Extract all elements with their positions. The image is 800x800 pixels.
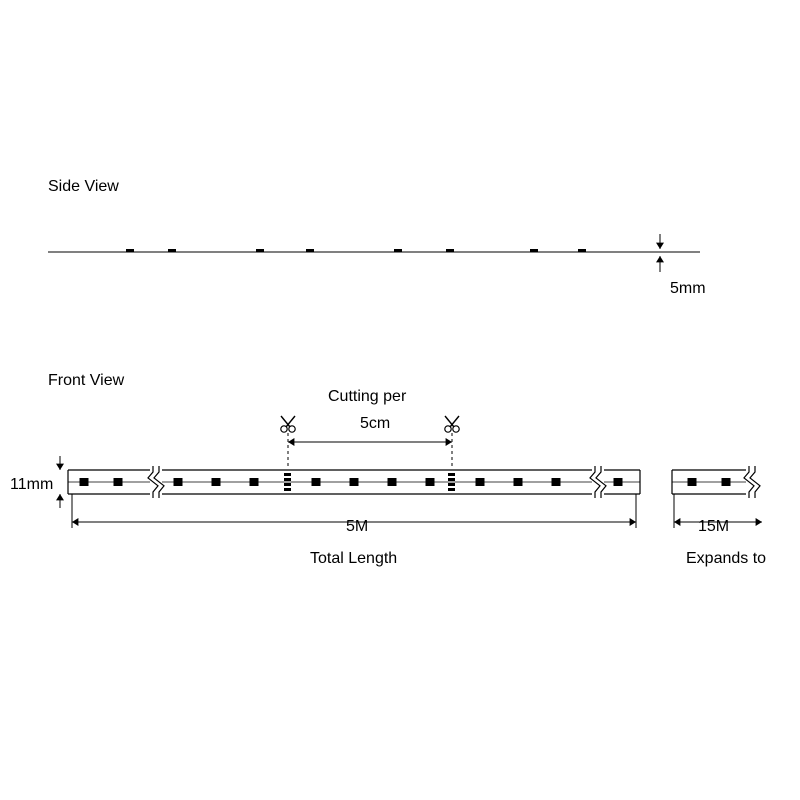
diagram-canvas: Side View Front View 5mm 11mm Cutting pe… bbox=[0, 0, 800, 800]
drawing-svg bbox=[0, 0, 800, 800]
